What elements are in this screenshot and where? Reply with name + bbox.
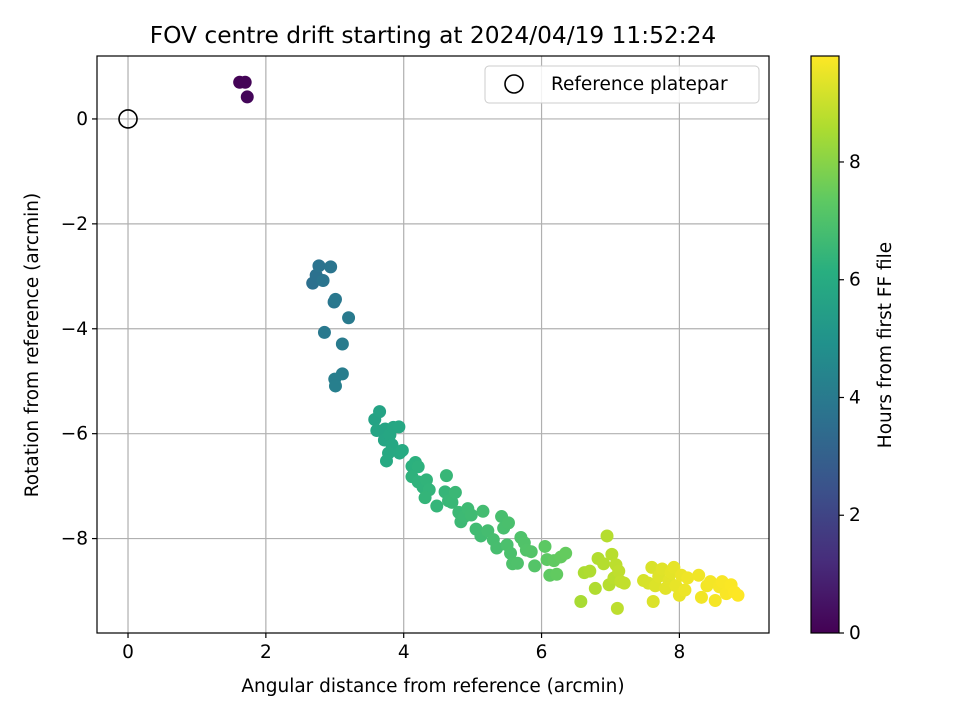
legend-marker (504, 74, 524, 94)
x-tick-label: 8 (674, 642, 686, 663)
scatter-point (731, 588, 745, 602)
scatter-point (324, 260, 338, 274)
scatter-point (240, 90, 254, 104)
x-axis-ticks: 0 2 4 6 8 (122, 633, 685, 663)
colorbar-tick-label: 6 (849, 270, 861, 291)
scatter-point (574, 595, 588, 609)
scatter-point (379, 454, 393, 468)
y-tick-label: −6 (61, 424, 88, 445)
points-layer (233, 75, 745, 615)
scatter-point (538, 539, 552, 553)
scatter-point (646, 595, 660, 609)
scatter-point (504, 546, 518, 560)
scatter-point (524, 545, 538, 559)
scatter-point (342, 311, 356, 325)
scatter-point (559, 546, 573, 560)
scatter-point (445, 495, 459, 509)
scatter-point (316, 274, 330, 288)
y-tick-label: 0 (76, 109, 88, 130)
colorbar: 0 2 4 6 8 Hours from first FF file (810, 55, 896, 644)
legend-box (484, 65, 760, 104)
scatter-point (617, 576, 631, 590)
x-axis-label: Angular distance from reference (arcmin) (241, 676, 624, 697)
scatter-point (476, 504, 490, 518)
colorbar-gradient (810, 55, 840, 634)
scatter-point (418, 491, 432, 505)
scatter-point (328, 379, 342, 393)
scatter-point (588, 581, 602, 595)
scatter-point (419, 473, 433, 487)
scatter-point (395, 443, 409, 457)
scatter-point (550, 567, 564, 581)
scatter-point (448, 485, 462, 499)
scatter-point (600, 529, 614, 543)
scatter-point (583, 564, 597, 578)
y-tick-label: −4 (61, 319, 88, 340)
legend: Reference platepar (484, 65, 760, 104)
y-axis-label: Rotation from reference (arcmin) (22, 193, 43, 497)
x-tick-label: 0 (122, 642, 134, 663)
scatter-point (605, 547, 619, 561)
colorbar-tick-label: 2 (849, 505, 861, 526)
scatter-point (439, 469, 453, 483)
grid (97, 56, 769, 633)
colorbar-label: Hours from first FF file (875, 242, 896, 448)
x-tick-label: 4 (398, 642, 410, 663)
x-tick-label: 6 (536, 642, 548, 663)
scatter-point (335, 337, 349, 351)
scatter-point (692, 568, 706, 582)
plot-frame (96, 55, 770, 634)
colorbar-tick-label: 4 (849, 387, 861, 408)
scatter-point (681, 571, 695, 585)
scatter-point (610, 601, 624, 615)
scatter-point (430, 499, 444, 513)
scatter-point (708, 593, 722, 607)
scatter-point (411, 460, 425, 474)
scatter-point (612, 564, 626, 578)
scatter-point (510, 556, 524, 570)
scatter-point (317, 325, 331, 339)
legend-label: Reference platepar (551, 74, 728, 95)
scatter-point (238, 75, 252, 89)
scatter-point (694, 590, 708, 604)
colorbar-ticks: 0 2 4 6 8 (839, 152, 861, 644)
scatter-point (490, 541, 504, 555)
scatter-point (501, 516, 515, 530)
reference-marker (118, 109, 138, 129)
scatter-point (464, 508, 478, 522)
y-axis-ticks: 0 −2 −4 −6 −8 (61, 109, 97, 550)
scatter-point (678, 583, 692, 597)
y-tick-label: −2 (61, 214, 88, 235)
scatter-point (392, 420, 406, 434)
x-tick-label: 2 (260, 642, 272, 663)
scatter-point (528, 559, 542, 573)
scatter-point (312, 259, 326, 273)
colorbar-tick-label: 0 (849, 623, 861, 644)
chart-title: FOV centre drift starting at 2024/04/19 … (150, 22, 717, 49)
y-tick-label: −8 (61, 529, 88, 550)
scatter-point (645, 560, 659, 574)
scatter-point (597, 557, 611, 571)
scatter-point (328, 292, 342, 306)
scatter-point (373, 405, 387, 419)
colorbar-tick-label: 8 (849, 152, 861, 173)
